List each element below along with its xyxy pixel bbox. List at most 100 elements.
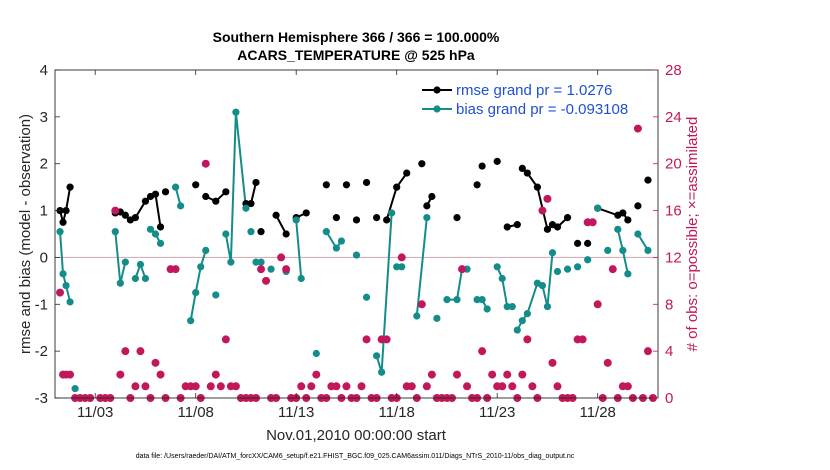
- bias-point: [473, 296, 481, 304]
- rmse-point: [453, 214, 461, 222]
- bias-point: [498, 274, 506, 283]
- obs-possible-marker: [588, 218, 597, 227]
- bias-point: [493, 263, 501, 271]
- y-left-tick-label: -1: [35, 296, 48, 313]
- obs-possible-marker: [463, 382, 472, 391]
- bias-point: [332, 244, 340, 252]
- obs-possible-marker: [488, 370, 497, 379]
- rmse-point: [553, 223, 562, 231]
- bias-point: [362, 293, 371, 301]
- bias-point: [543, 303, 552, 311]
- bias-point: [257, 258, 265, 266]
- bias-point: [634, 230, 642, 238]
- obs-possible-marker: [141, 382, 150, 391]
- bias-line-segment: [415, 217, 428, 317]
- bias-point: [232, 108, 240, 116]
- obs-possible-marker: [603, 358, 612, 367]
- rmse-point: [428, 192, 436, 201]
- bias-line-segment: [224, 112, 247, 263]
- obs-possible-marker: [397, 253, 406, 262]
- bias-point: [483, 305, 491, 313]
- bias-point: [503, 303, 511, 311]
- obs-possible-marker: [121, 347, 130, 356]
- rmse-point: [478, 162, 486, 170]
- rmse-point: [634, 202, 642, 210]
- bias-point: [433, 314, 441, 322]
- x-tick-label: 11/28: [579, 404, 615, 421]
- x-tick-label: 11/03: [77, 404, 113, 421]
- obs-possible-marker: [211, 370, 220, 379]
- obs-possible-marker: [56, 288, 65, 297]
- bias-point: [563, 265, 572, 273]
- obs-possible-marker: [297, 382, 306, 391]
- bias-point: [202, 246, 210, 254]
- rmse-point: [473, 181, 481, 189]
- obs-possible-marker: [136, 347, 145, 356]
- rmse-point: [202, 192, 210, 201]
- legend: rmse grand pr = 1.0276 bias grand pr = -…: [422, 82, 628, 118]
- obs-possible-marker: [543, 194, 552, 203]
- rmse-point: [272, 211, 280, 219]
- x-tick-label: 11/08: [177, 404, 213, 421]
- bias-point: [594, 204, 602, 212]
- bias-point: [71, 385, 79, 393]
- obs-possible-marker: [633, 124, 642, 133]
- bias-point: [222, 230, 230, 238]
- bias-point: [388, 209, 396, 217]
- obs-possible-marker: [593, 300, 602, 309]
- bias-point: [443, 296, 451, 304]
- data-file-footnote: data file: /Users/raeder/DAI/ATM_forcXX/…: [136, 453, 575, 460]
- bias-point: [453, 296, 461, 304]
- bias-point: [116, 279, 124, 287]
- y-left-tick-label: 1: [40, 203, 48, 220]
- bias-point: [604, 246, 612, 254]
- rmse-point: [282, 230, 290, 238]
- obs-possible-marker: [382, 335, 391, 344]
- bias-point: [518, 317, 526, 325]
- rmse-point: [574, 239, 582, 247]
- axis-ticks: 11/03 11/08 11/13 11/18 11/23 11/28-3-2-10123…: [35, 62, 682, 421]
- bias-point: [62, 281, 70, 290]
- rmse-point: [418, 160, 426, 168]
- bias-point: [187, 317, 195, 325]
- rmse-point: [503, 223, 511, 231]
- rmse-point: [619, 209, 627, 217]
- obs-possible-marker: [553, 382, 562, 391]
- bias-point: [267, 265, 275, 273]
- y-right-tick-label: 12: [665, 249, 682, 266]
- obs-possible-marker: [191, 382, 200, 391]
- bias-point: [548, 249, 557, 257]
- legend-label-bias: bias grand pr = -0.093108: [456, 101, 628, 118]
- rmse-point: [151, 190, 160, 198]
- obs-possible-marker: [623, 382, 632, 391]
- obs-possible-marker: [342, 382, 351, 391]
- rmse-point: [342, 181, 351, 189]
- y-axis-label-left: rmse and bias (model - observation): [17, 114, 34, 354]
- bias-point: [322, 228, 330, 236]
- obs-possible-marker: [216, 382, 225, 391]
- obs-possible-marker: [427, 370, 436, 379]
- rmse-point: [252, 178, 260, 187]
- bias-point: [56, 228, 64, 236]
- rmse-point: [141, 197, 150, 205]
- obs-possible-marker: [282, 265, 291, 274]
- rmse-point: [523, 169, 531, 177]
- obs-possible-marker: [528, 382, 537, 391]
- bias-point: [177, 202, 185, 210]
- bias-point: [337, 237, 346, 245]
- obs-possible-marker: [151, 358, 160, 367]
- y-left-tick-label: -3: [35, 390, 48, 407]
- obs-possible-marker: [518, 370, 527, 379]
- bias-point: [373, 352, 381, 360]
- obs-possible-marker: [478, 347, 487, 356]
- series-markers: [56, 108, 652, 393]
- bias-point: [151, 230, 160, 238]
- y-right-tick-label: 4: [665, 343, 673, 360]
- obs-possible-marker: [332, 382, 341, 391]
- obs-possible-marker: [523, 335, 532, 344]
- bias-point: [136, 260, 145, 269]
- obs-possible-marker: [608, 265, 617, 274]
- obs-possible-marker: [357, 382, 366, 391]
- plot-frame: [54, 69, 659, 399]
- bias-point: [513, 326, 521, 334]
